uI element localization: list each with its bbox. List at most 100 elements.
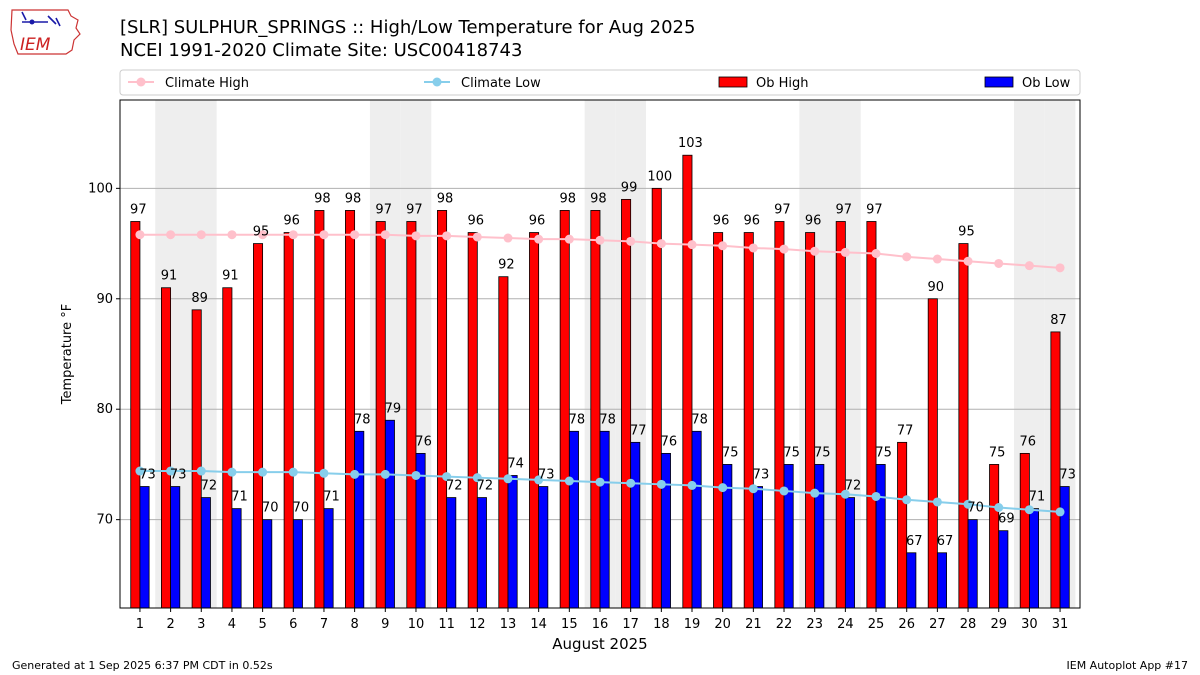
- ob-high-label: 97: [774, 202, 791, 217]
- x-tick-label: 28: [960, 617, 977, 632]
- ob-low-bar: [660, 452, 671, 609]
- climate-low-point: [626, 478, 636, 488]
- ob-high-label: 96: [529, 214, 546, 229]
- x-axis-label: August 2025: [552, 635, 647, 653]
- ob-high-label: 76: [1020, 434, 1037, 449]
- ob-high-label: 95: [253, 225, 270, 240]
- climate-low-point: [442, 472, 452, 482]
- climate-low-point: [380, 469, 390, 479]
- footer-generated: Generated at 1 Sep 2025 6:37 PM CDT in 0…: [12, 659, 273, 672]
- x-tick-label: 17: [622, 617, 639, 632]
- x-tick-label: 12: [469, 617, 486, 632]
- climate-low-point: [871, 491, 881, 501]
- climate-high-point: [994, 258, 1004, 268]
- ob-low-bar: [998, 530, 1009, 609]
- ob-high-bar: [927, 298, 938, 609]
- ob-high-bar: [191, 309, 202, 609]
- ob-low-bar: [906, 552, 917, 609]
- climate-low-point: [779, 486, 789, 496]
- ob-low-label: 69: [998, 512, 1015, 527]
- x-tick-label: 24: [837, 617, 854, 632]
- ob-low-label: 75: [783, 445, 800, 460]
- logo-text: IEM: [20, 35, 51, 55]
- climate-high-point: [503, 233, 513, 243]
- ob-low-bar: [354, 430, 365, 609]
- x-tick-label: 2: [166, 617, 174, 632]
- ob-low-label: 73: [1059, 468, 1076, 483]
- ob-high-bar: [1019, 452, 1030, 609]
- ob-low-label: 78: [691, 412, 708, 427]
- climate-high-point: [442, 231, 452, 241]
- ob-low-bar: [691, 430, 702, 609]
- ob-low-bar: [1059, 486, 1070, 609]
- climate-high-point: [595, 235, 605, 245]
- climate-low-point: [810, 488, 820, 498]
- ob-high-label: 98: [559, 191, 576, 206]
- climate-low-point: [963, 499, 973, 509]
- ob-high-bar: [161, 287, 172, 609]
- x-tick-label: 29: [990, 617, 1007, 632]
- ob-high-bar: [805, 232, 816, 609]
- ob-low-label: 71: [323, 490, 340, 505]
- ob-low-bar: [384, 419, 395, 609]
- ob-high-bar: [283, 232, 294, 609]
- legend-label: Ob Low: [1022, 76, 1071, 91]
- climate-high-point: [166, 230, 176, 240]
- ob-low-bar: [844, 497, 855, 609]
- ob-low-bar: [936, 552, 947, 609]
- y-tick-label: 100: [88, 181, 113, 196]
- ob-high-bar: [314, 210, 325, 609]
- ob-high-label: 75: [989, 445, 1006, 460]
- ob-high-bar: [590, 210, 601, 609]
- y-tick-label: 80: [96, 402, 113, 417]
- climate-high-point: [902, 252, 912, 262]
- climate-low-point: [258, 467, 268, 477]
- ob-low-label: 67: [937, 534, 954, 549]
- legend-box-swatch: [984, 76, 1014, 88]
- ob-low-bar: [200, 497, 211, 609]
- ob-low-label: 79: [385, 401, 402, 416]
- x-tick-label: 7: [320, 617, 328, 632]
- ob-high-bar: [559, 210, 570, 609]
- ob-high-label: 98: [437, 191, 454, 206]
- x-tick-label: 4: [228, 617, 236, 632]
- ob-high-label: 97: [375, 202, 392, 217]
- chart-title: [SLR] SULPHUR_SPRINGS :: High/Low Temper…: [120, 16, 695, 62]
- ob-low-label: 67: [906, 534, 923, 549]
- y-tick-label: 90: [96, 292, 113, 307]
- climate-low-point: [932, 497, 942, 507]
- ob-high-label: 100: [647, 169, 672, 184]
- bar-value-labels: 97 73 91 73 89 72 91 71 95 70 96 70 98 71 98 78 97 79 97 76…: [130, 136, 1076, 549]
- x-tick-label: 19: [684, 617, 701, 632]
- ob-low-label: 72: [446, 479, 463, 494]
- ob-high-bar: [345, 210, 356, 609]
- ob-low-bar: [446, 497, 457, 609]
- ob-high-label: 96: [805, 214, 822, 229]
- climate-low-point: [472, 473, 482, 483]
- ob-low-bar: [752, 486, 763, 609]
- x-tick-label: 23: [806, 617, 823, 632]
- ob-low-label: 70: [262, 501, 279, 516]
- climate-high-point: [871, 249, 881, 259]
- ob-high-label: 97: [835, 202, 852, 217]
- ob-high-bar: [621, 198, 632, 609]
- climate-high-point: [626, 236, 636, 246]
- x-tick-label: 15: [561, 617, 578, 632]
- ob-low-label: 73: [170, 468, 187, 483]
- climate-low-point: [350, 469, 360, 479]
- ob-low-bar: [139, 486, 150, 609]
- ob-high-bar: [682, 154, 693, 609]
- ob-low-label: 78: [354, 412, 371, 427]
- legend-ob-low: Ob Low: [984, 76, 1071, 91]
- ob-high-label: 98: [314, 191, 331, 206]
- ob-high-bar: [743, 232, 754, 609]
- ob-low-label: 76: [661, 434, 678, 449]
- ob-low-label: 72: [845, 479, 862, 494]
- y-tick-label: 70: [96, 513, 113, 528]
- ob-low-bar: [476, 497, 487, 609]
- climate-low-point: [840, 489, 850, 499]
- ob-low-bar: [170, 486, 181, 609]
- climate-low-point: [1024, 505, 1034, 515]
- ob-low-label: 70: [967, 501, 984, 516]
- ob-high-bar: [222, 287, 233, 609]
